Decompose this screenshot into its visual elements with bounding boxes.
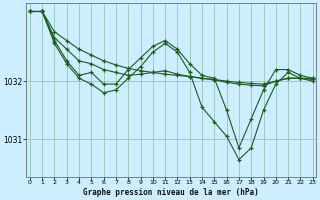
X-axis label: Graphe pression niveau de la mer (hPa): Graphe pression niveau de la mer (hPa) <box>84 188 259 197</box>
